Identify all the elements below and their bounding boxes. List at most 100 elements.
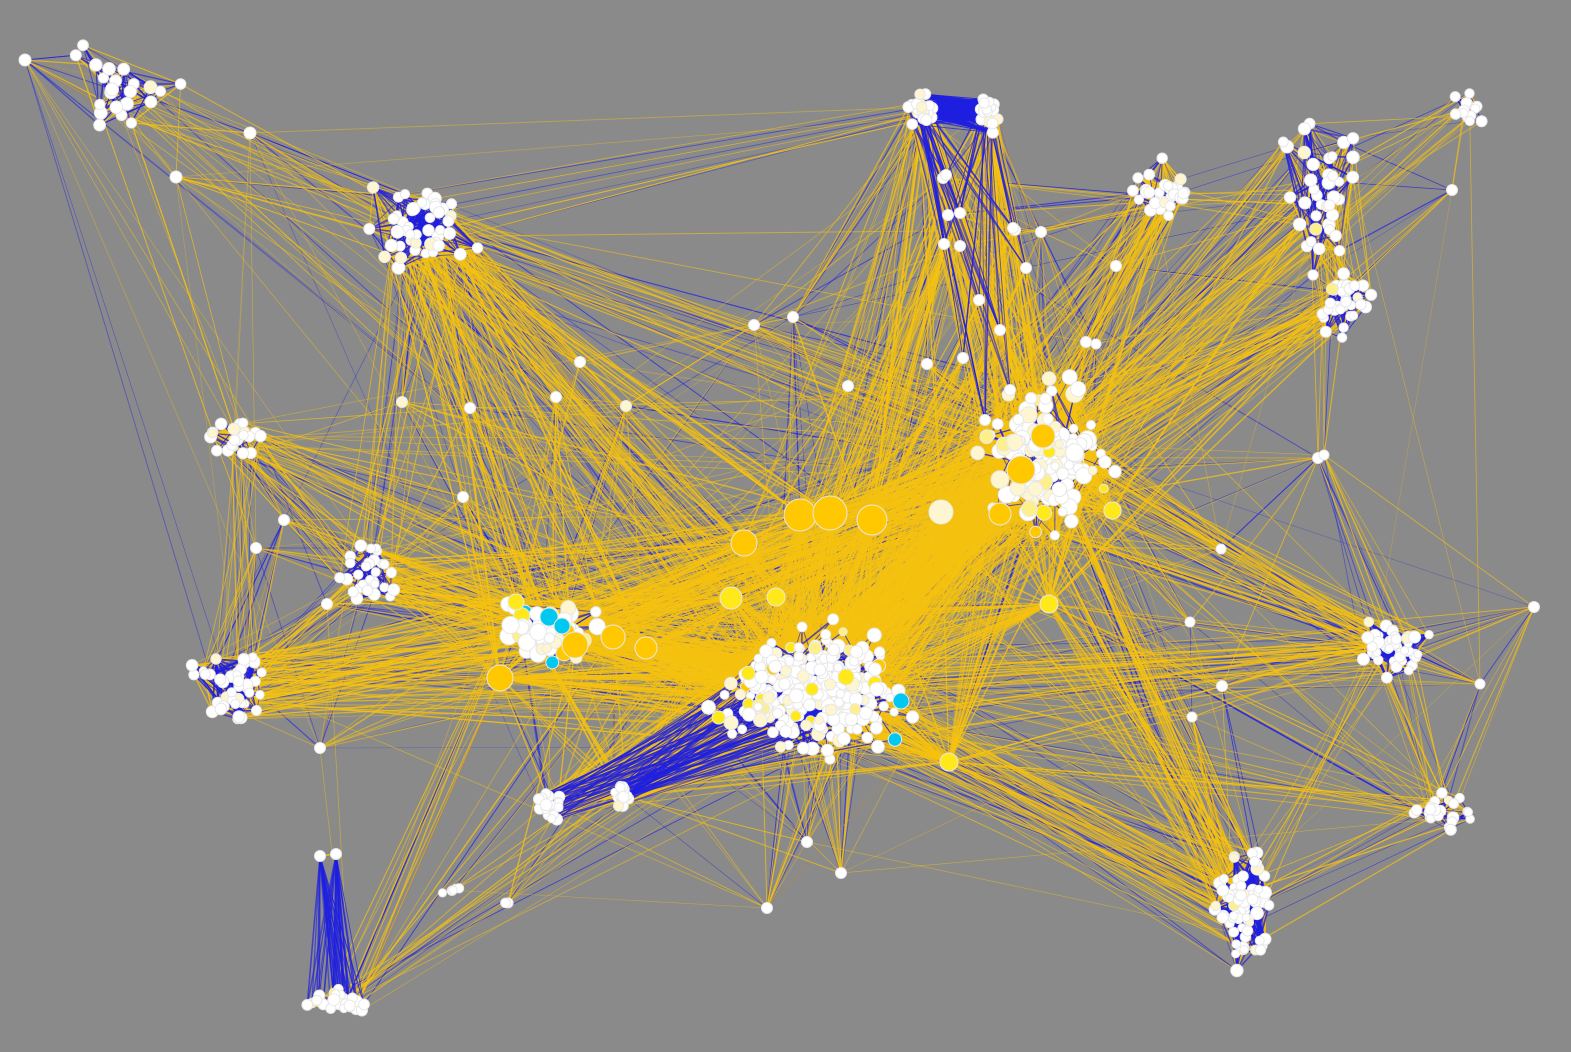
graph-node[interactable] — [1064, 460, 1074, 470]
graph-node[interactable] — [634, 636, 658, 660]
graph-node[interactable] — [547, 814, 557, 824]
graph-node[interactable] — [790, 710, 802, 722]
graph-node[interactable] — [437, 888, 448, 898]
graph-node[interactable] — [553, 617, 571, 635]
graph-node[interactable] — [1231, 949, 1241, 959]
graph-node[interactable] — [1231, 939, 1241, 950]
graph-node[interactable] — [361, 584, 374, 597]
graph-node[interactable] — [1338, 322, 1349, 333]
graph-node[interactable] — [737, 724, 748, 735]
graph-node[interactable] — [1184, 616, 1196, 628]
graph-node[interactable] — [813, 663, 827, 677]
graph-node[interactable] — [835, 689, 846, 699]
graph-node[interactable] — [500, 897, 511, 909]
graph-node[interactable] — [405, 229, 416, 240]
graph-node[interactable] — [787, 311, 799, 323]
graph-node[interactable] — [366, 543, 376, 554]
graph-node[interactable] — [1403, 665, 1414, 676]
graph-node[interactable] — [1349, 280, 1361, 292]
graph-node[interactable] — [453, 247, 467, 261]
graph-node[interactable] — [754, 669, 769, 685]
graph-node[interactable] — [1041, 371, 1057, 386]
graph-node[interactable] — [1039, 392, 1052, 405]
graph-node[interactable] — [1475, 115, 1488, 128]
graph-node[interactable] — [824, 703, 838, 716]
graph-node[interactable] — [1449, 108, 1462, 120]
graph-node[interactable] — [154, 85, 166, 97]
graph-node[interactable] — [1235, 889, 1247, 902]
graph-node[interactable] — [384, 238, 398, 253]
graph-node[interactable] — [1298, 196, 1312, 210]
graph-node[interactable] — [892, 692, 910, 710]
graph-node[interactable] — [827, 613, 840, 626]
graph-node[interactable] — [1042, 413, 1054, 425]
graph-node[interactable] — [796, 669, 810, 683]
graph-node[interactable] — [724, 676, 738, 691]
graph-node[interactable] — [1363, 616, 1375, 628]
graph-node[interactable] — [1049, 530, 1060, 541]
graph-node[interactable] — [1068, 423, 1079, 434]
graph-node[interactable] — [379, 559, 390, 570]
graph-node[interactable] — [1340, 295, 1352, 308]
graph-node[interactable] — [1327, 151, 1338, 162]
graph-node[interactable] — [232, 710, 246, 724]
graph-node[interactable] — [237, 653, 251, 666]
graph-node[interactable] — [464, 402, 476, 414]
graph-node[interactable] — [719, 586, 743, 610]
graph-node[interactable] — [1065, 443, 1084, 463]
graph-node[interactable] — [916, 101, 928, 113]
graph-node[interactable] — [801, 836, 813, 848]
graph-node[interactable] — [541, 643, 553, 654]
graph-node[interactable] — [979, 429, 995, 445]
graph-node[interactable] — [109, 100, 124, 115]
graph-node[interactable] — [1230, 963, 1244, 978]
graph-node[interactable] — [1133, 194, 1145, 205]
graph-node[interactable] — [237, 417, 249, 429]
graph-node[interactable] — [214, 702, 228, 716]
graph-node[interactable] — [432, 239, 445, 252]
graph-node[interactable] — [406, 202, 421, 216]
graph-node[interactable] — [1310, 210, 1322, 222]
graph-node[interactable] — [1108, 464, 1122, 479]
graph-node[interactable] — [954, 207, 966, 219]
graph-node[interactable] — [278, 514, 290, 526]
graph-node[interactable] — [1297, 122, 1312, 136]
graph-node[interactable] — [1110, 260, 1122, 272]
graph-node[interactable] — [254, 429, 267, 443]
graph-node[interactable] — [561, 631, 589, 659]
graph-node[interactable] — [1098, 455, 1112, 469]
graph-node[interactable] — [833, 662, 844, 673]
graph-node[interactable] — [1292, 217, 1307, 232]
graph-node[interactable] — [805, 682, 819, 696]
graph-node[interactable] — [1335, 304, 1346, 315]
graph-node[interactable] — [957, 352, 969, 364]
graph-node[interactable] — [366, 181, 380, 194]
graph-node[interactable] — [244, 687, 255, 698]
graph-node[interactable] — [1024, 392, 1038, 405]
graph-node[interactable] — [232, 675, 245, 688]
graph-node[interactable] — [1381, 671, 1393, 684]
graph-node[interactable] — [954, 240, 966, 252]
graph-node[interactable] — [617, 790, 630, 804]
graph-node[interactable] — [793, 651, 805, 662]
graph-node[interactable] — [1444, 823, 1457, 836]
graph-node[interactable] — [545, 655, 560, 670]
graph-node[interactable] — [363, 222, 376, 235]
graph-node[interactable] — [970, 445, 985, 461]
graph-node[interactable] — [741, 707, 757, 722]
graph-node[interactable] — [574, 356, 586, 368]
graph-node[interactable] — [837, 668, 855, 686]
graph-node[interactable] — [1215, 543, 1227, 555]
graph-node[interactable] — [988, 502, 1012, 526]
graph-node[interactable] — [18, 53, 32, 67]
graph-node[interactable] — [93, 118, 106, 132]
graph-node[interactable] — [887, 732, 903, 747]
graph-node[interactable] — [973, 294, 985, 306]
graph-node[interactable] — [871, 739, 885, 754]
graph-node[interactable] — [1061, 369, 1078, 386]
graph-node[interactable] — [550, 391, 562, 403]
graph-node[interactable] — [753, 653, 764, 664]
graph-node[interactable] — [1080, 336, 1092, 348]
graph-node[interactable] — [837, 731, 851, 746]
graph-node[interactable] — [214, 673, 227, 686]
